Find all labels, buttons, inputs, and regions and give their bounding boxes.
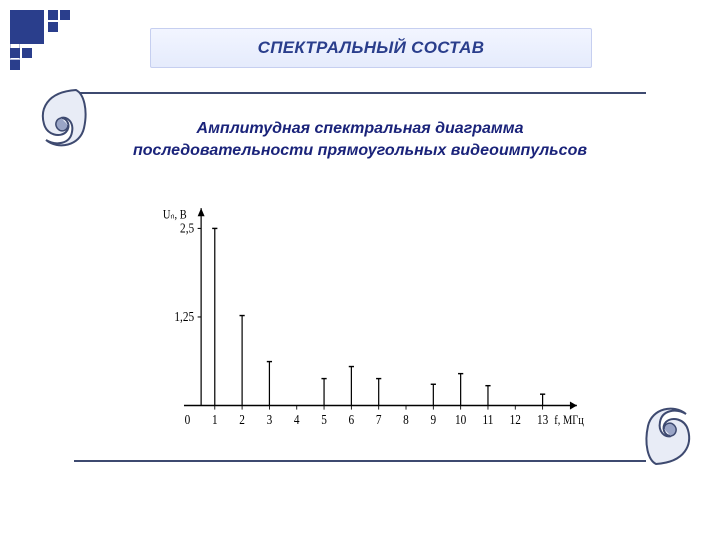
scroll-curl-right (638, 394, 686, 466)
svg-text:12: 12 (510, 412, 521, 427)
title-text: СПЕКТРАЛЬНЫЙ СОСТАВ (258, 38, 485, 58)
scroll-panel: Амплитудная спектральная диаграмма после… (34, 92, 686, 462)
chart-svg: Uₙ, Вf, МГц0123456789101112131,252,5 (144, 200, 596, 434)
svg-text:8: 8 (403, 412, 409, 427)
svg-text:9: 9 (431, 412, 437, 427)
svg-text:6: 6 (349, 412, 355, 427)
svg-text:11: 11 (483, 412, 494, 427)
subtitle-line1: Амплитудная спектральная диаграмма (197, 120, 524, 137)
svg-text:2,5: 2,5 (180, 221, 194, 236)
svg-text:5: 5 (321, 412, 327, 427)
svg-text:4: 4 (294, 412, 300, 427)
spectrum-chart: Uₙ, Вf, МГц0123456789101112131,252,5 (144, 200, 596, 434)
svg-text:3: 3 (267, 412, 273, 427)
title-bar: СПЕКТРАЛЬНЫЙ СОСТАВ (150, 28, 592, 68)
scroll-body: Амплитудная спектральная диаграмма после… (74, 92, 646, 462)
svg-text:1,25: 1,25 (174, 309, 194, 324)
svg-text:Uₙ, В: Uₙ, В (163, 209, 187, 222)
svg-text:1: 1 (212, 412, 218, 427)
svg-text:10: 10 (455, 412, 466, 427)
chart-subtitle: Амплитудная спектральная диаграмма после… (114, 118, 606, 161)
decor-tiles (10, 10, 20, 60)
svg-text:f, МГц: f, МГц (554, 414, 584, 427)
subtitle-line2: последовательности прямоугольных видеоим… (133, 142, 587, 159)
svg-text:2: 2 (239, 412, 245, 427)
slide-root: СПЕКТРАЛЬНЫЙ СОСТАВ Амплитудная спектрал… (0, 0, 720, 540)
svg-text:0: 0 (185, 412, 191, 427)
scroll-curl-left (34, 88, 82, 160)
svg-text:13: 13 (537, 412, 548, 427)
svg-text:7: 7 (376, 412, 382, 427)
